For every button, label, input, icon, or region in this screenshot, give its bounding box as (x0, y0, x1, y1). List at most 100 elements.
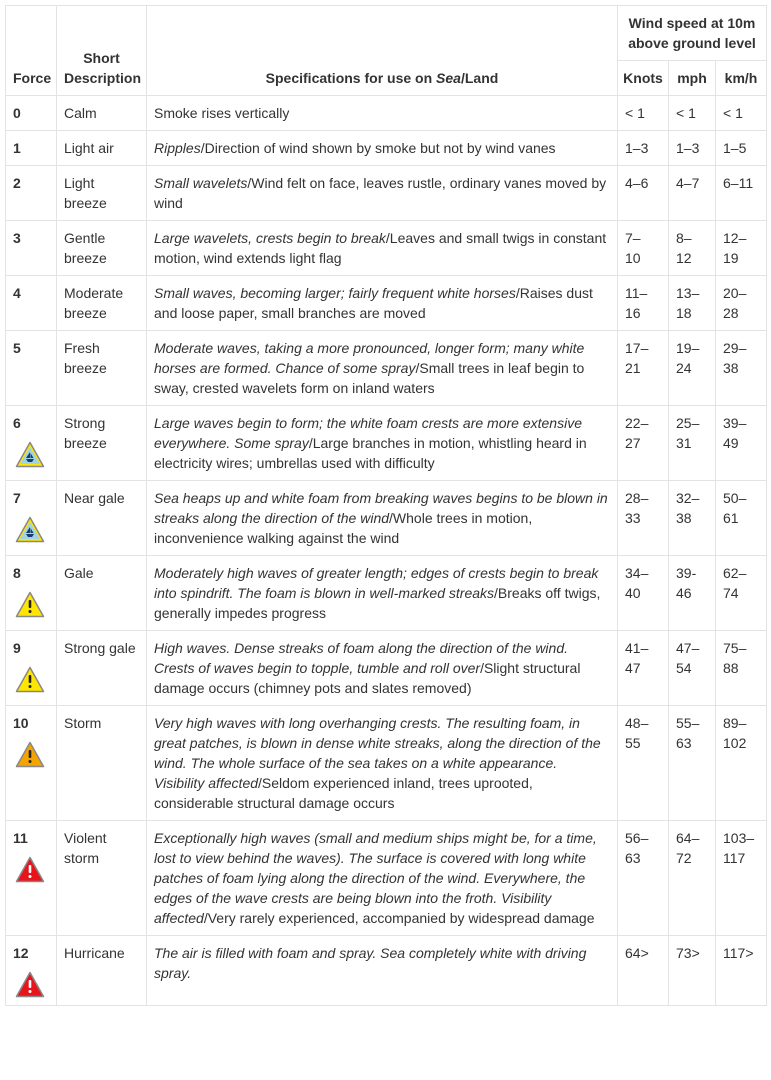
sea-specification: Moderately high waves of greater length;… (154, 565, 599, 601)
speed-mph: 32–38 (668, 480, 716, 556)
speed-mph: 55–63 (668, 705, 716, 821)
specification-cell: Moderate waves, taking a more pronounced… (146, 330, 618, 406)
speed-mph: 19–24 (668, 330, 716, 406)
land-specification: Leaves and small twigs in constant motio… (154, 230, 607, 266)
speed-kmh: 6–11 (714, 165, 768, 221)
force-cell: 0 (5, 95, 57, 131)
force-number: 7 (13, 490, 21, 506)
header-knots: Knots (617, 60, 669, 96)
short-description: Strong breeze (56, 405, 147, 481)
table-row: 8 Gale Moderately high waves of greater le… (5, 555, 768, 631)
force-number: 8 (13, 565, 21, 581)
table-row: 1 Light air Ripples/Direction of wind show… (5, 130, 768, 166)
header-spec-suffix: /Land (460, 70, 499, 86)
force-number: 6 (13, 415, 21, 431)
speed-kmh: 62–74 (714, 555, 768, 631)
speed-kmh: 117> (714, 935, 768, 1006)
force-number: 3 (13, 230, 21, 246)
speed-mph: 64–72 (668, 820, 716, 936)
table-row: 0 Calm Smoke rises vertically < 1 < 1 < 1 (5, 95, 768, 131)
header-mph: mph (668, 60, 716, 96)
speed-kmh: 29–38 (714, 330, 768, 406)
short-description: Hurricane (56, 935, 147, 1006)
speed-knots: 34–40 (617, 555, 669, 631)
short-description: Fresh breeze (56, 330, 147, 406)
land-specification: Direction of wind shown by smoke but not… (204, 140, 556, 156)
specification-cell: Exceptionally high waves (small and medi… (146, 820, 618, 936)
specification-cell: Sea heaps up and white foam from breakin… (146, 480, 618, 556)
specification-cell: The air is filled with foam and spray. S… (146, 935, 618, 1006)
speed-kmh: 20–28 (714, 275, 768, 331)
land-specification: Small trees in leaf begin to sway, crest… (154, 360, 585, 396)
land-specification: Large branches in motion, whistling hear… (154, 435, 587, 471)
speed-kmh: 39–49 (714, 405, 768, 481)
speed-knots: < 1 (617, 95, 669, 131)
speed-mph: 73> (668, 935, 716, 1006)
specification-cell: Moderately high waves of greater length;… (146, 555, 618, 631)
header-wind-speed: Wind speed at 10m above ground level (616, 5, 768, 61)
force-number: 10 (13, 715, 29, 731)
speed-knots: 11–16 (617, 275, 669, 331)
speed-mph: 4–7 (668, 165, 716, 221)
table-row: 10 Storm Very high waves with long overhan… (5, 705, 768, 821)
force-number: 12 (13, 945, 29, 961)
speed-mph: 39-46 (668, 555, 716, 631)
force-cell: 8 (5, 555, 57, 631)
force-cell: 10 (5, 705, 57, 821)
force-cell: 12 (5, 935, 57, 1006)
specification-cell: Large waves begin to form; the white foa… (146, 405, 618, 481)
orange-warning-icon (15, 741, 45, 768)
force-cell: 7 (5, 480, 57, 556)
sea-specification: Sea heaps up and white foam from breakin… (154, 490, 608, 526)
yellow-warning-icon (15, 591, 45, 618)
yellow-warning-icon (15, 666, 45, 693)
table-row: 11 Violent storm Exceptionally high waves … (5, 820, 768, 936)
short-description: Violent storm (56, 820, 147, 936)
specification-cell: Ripples/Direction of wind shown by smoke… (146, 130, 618, 166)
speed-kmh: 1–5 (714, 130, 768, 166)
sea-specification: Exceptionally high waves (small and medi… (154, 830, 597, 926)
force-number: 0 (13, 105, 21, 121)
speed-knots: 22–27 (617, 405, 669, 481)
short-description: Calm (56, 95, 147, 131)
speed-kmh: < 1 (714, 95, 768, 131)
sea-specification: Small wavelets (154, 175, 248, 191)
red-warning-icon (15, 856, 45, 883)
speed-mph: 8–12 (668, 220, 716, 276)
header-specifications: Specifications for use on Sea/Land (146, 5, 618, 96)
land-specification: Very rarely experienced, accompanied by … (207, 910, 595, 926)
sea-specification: High waves. Dense streaks of foam along … (154, 640, 568, 676)
short-description: Strong gale (56, 630, 147, 706)
sea-specification: Very high waves with long overhanging cr… (154, 715, 601, 791)
sea-specification: Large wavelets, crests begin to break (154, 230, 386, 246)
speed-kmh: 12–19 (714, 220, 768, 276)
speed-kmh: 103–117 (714, 820, 768, 936)
table-row: 12 Hurricane The air is filled with foam a… (5, 935, 768, 1006)
speed-kmh: 89–102 (714, 705, 768, 821)
specification-cell: Small wavelets/Wind felt on face, leaves… (146, 165, 618, 221)
header-force: Force (5, 5, 57, 96)
sea-specification: Small waves, becoming larger; fairly fre… (154, 285, 516, 301)
speed-knots: 1–3 (617, 130, 669, 166)
force-number: 9 (13, 640, 21, 656)
table-row: 9 Strong gale High waves. Dense streaks of… (5, 630, 768, 706)
force-number: 1 (13, 140, 21, 156)
table-row: 6 Strong breeze Large waves begin to form;… (5, 405, 768, 481)
speed-knots: 4–6 (617, 165, 669, 221)
speed-knots: 17–21 (617, 330, 669, 406)
force-cell: 5 (5, 330, 57, 406)
land-specification: Seldom experienced inland, trees uproote… (154, 775, 533, 811)
sea-specification: Large waves begin to form; the white foa… (154, 415, 582, 451)
speed-mph: 13–18 (668, 275, 716, 331)
specification-cell: Large wavelets, crests begin to break/Le… (146, 220, 618, 276)
speed-mph: 1–3 (668, 130, 716, 166)
beaufort-scale-table: Force Short Description Specifications f… (5, 5, 768, 1006)
force-cell: 1 (5, 130, 57, 166)
sea-specification: Moderate waves, taking a more pronounced… (154, 340, 585, 376)
short-description: Gale (56, 555, 147, 631)
force-cell: 9 (5, 630, 57, 706)
short-description: Gentle breeze (56, 220, 147, 276)
land-specification: Whole trees in motion, inconvenience wal… (154, 510, 533, 546)
header-kmh: km/h (714, 60, 768, 96)
sea-specification: Ripples (154, 140, 201, 156)
